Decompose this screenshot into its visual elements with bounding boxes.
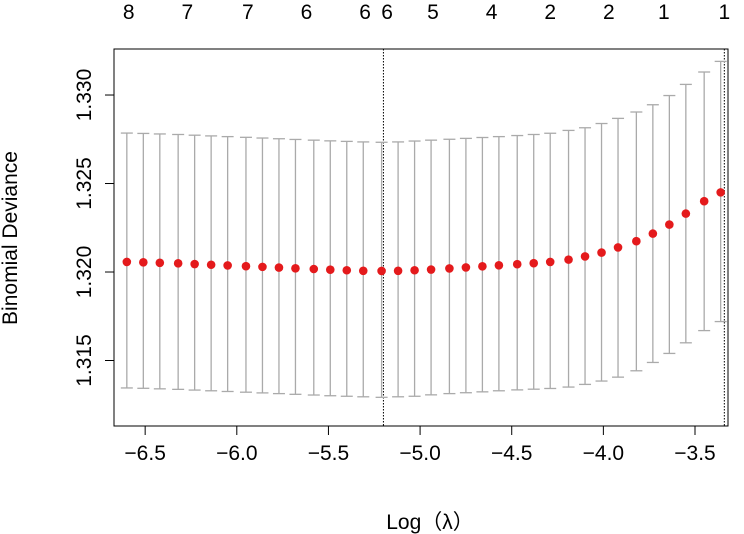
x-tick-label: −3.5 — [674, 442, 715, 465]
y-tick-label: 1.320 — [73, 246, 96, 299]
data-point — [564, 255, 573, 264]
y-tick-label: 1.325 — [73, 157, 96, 210]
x-tick-label: −6.0 — [216, 442, 257, 465]
x-axis-title: Log（λ） — [386, 511, 474, 534]
data-point — [139, 257, 148, 267]
data-point — [223, 261, 232, 270]
top-axis-label: 7 — [242, 1, 254, 24]
data-point — [325, 265, 335, 275]
data-point — [648, 229, 658, 238]
data-point — [358, 266, 368, 276]
data-point — [173, 259, 183, 268]
top-axis-label: 1 — [658, 1, 670, 24]
data-point — [597, 248, 606, 257]
data-point — [699, 196, 709, 206]
top-axis-label: 7 — [181, 1, 193, 24]
data-point — [426, 265, 436, 274]
top-axis-label: 2 — [544, 1, 556, 24]
data-point — [613, 243, 623, 252]
y-tick-label: 1.315 — [73, 334, 96, 387]
x-tick-label: −5.0 — [399, 442, 440, 465]
data-point — [632, 236, 641, 246]
top-axis-label: 6 — [301, 1, 313, 24]
data-point — [545, 257, 555, 267]
data-point — [512, 259, 522, 269]
data-point — [274, 263, 284, 272]
top-axis-label: 6 — [381, 1, 393, 24]
data-point — [461, 263, 471, 272]
data-point — [716, 188, 725, 197]
data-point — [309, 264, 319, 274]
data-point — [478, 262, 487, 271]
data-point — [122, 257, 132, 267]
data-point — [291, 263, 300, 273]
top-axis-label: 1 — [718, 1, 730, 24]
x-tick-label: −4.5 — [491, 442, 532, 465]
data-point — [410, 265, 419, 275]
x-tick-label: −6.5 — [124, 442, 165, 465]
data-point — [190, 259, 199, 269]
top-axis-label: 8 — [123, 1, 135, 24]
data-point — [580, 252, 590, 261]
data-point — [665, 220, 674, 229]
top-axis-label: 2 — [603, 1, 615, 24]
data-point — [377, 266, 386, 276]
top-axis-label: 4 — [486, 1, 498, 24]
data-point — [393, 266, 403, 276]
axes-layer: −6.5 −6.0 −5.5 −5.0 −4.5 −4.0 −3.5 1.315 1.320 1.… — [73, 1, 730, 465]
y-axis-title: Binomial Deviance — [0, 151, 22, 325]
top-axis-label: 6 — [359, 1, 371, 24]
top-axis-label: 5 — [427, 1, 439, 24]
data-point — [529, 258, 539, 268]
plot-layer — [120, 49, 727, 426]
x-tick-label: −4.0 — [583, 442, 624, 465]
y-tick-label: 1.330 — [73, 69, 96, 122]
data-point — [155, 258, 165, 268]
data-point — [494, 260, 504, 270]
data-point — [445, 264, 454, 273]
data-point — [206, 260, 216, 270]
data-point — [258, 262, 267, 272]
data-point — [681, 209, 691, 218]
plot-frame — [113, 48, 729, 427]
data-point — [241, 261, 251, 271]
x-tick-label: −5.5 — [308, 442, 349, 465]
data-point — [342, 265, 352, 275]
